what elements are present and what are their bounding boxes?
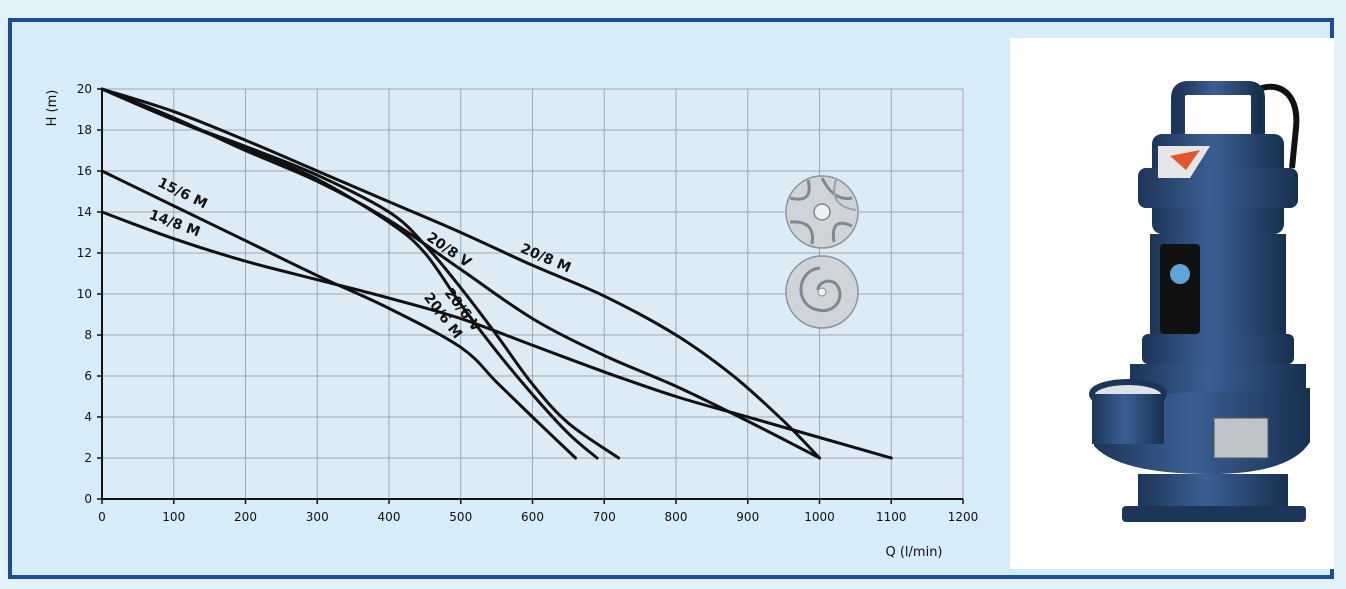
y-tick-label: 6 <box>84 369 92 383</box>
y-tick-label: 14 <box>77 205 92 219</box>
x-tick-label: 0 <box>98 510 106 524</box>
x-tick-label: 300 <box>306 510 329 524</box>
submersible-pump-photo <box>1089 81 1310 522</box>
x-axis-title: Q (l/min) <box>885 545 942 560</box>
curve-20-8-v <box>100 87 821 460</box>
tick-labels: 0 100 200 300 400 500 600 700 800 900 1000 1100 1200… <box>77 82 979 524</box>
x-tick-label: 100 <box>162 510 185 524</box>
x-tick-label: 800 <box>665 510 688 524</box>
y-tick-label: 2 <box>84 451 92 465</box>
axes <box>97 88 964 504</box>
y-tick-label: 10 <box>77 287 92 301</box>
x-tick-label: 600 <box>521 510 544 524</box>
x-tick-label: 700 <box>593 510 616 524</box>
y-tick-label: 20 <box>77 82 92 96</box>
y-tick-label: 8 <box>84 328 92 342</box>
y-tick-label: 16 <box>77 164 92 178</box>
x-tick-label: 900 <box>736 510 759 524</box>
curve-20-8-m <box>100 87 821 460</box>
curve-14-8-m <box>100 210 893 460</box>
y-axis-title: H (m) <box>45 90 60 127</box>
curve-15-6-m <box>100 169 578 460</box>
product-photo-panel <box>1010 38 1334 569</box>
x-tick-label: 500 <box>449 510 472 524</box>
x-tick-label: 400 <box>378 510 401 524</box>
channel-impeller-icon <box>785 255 859 329</box>
curves <box>100 87 893 460</box>
x-tick-label: 1000 <box>804 510 835 524</box>
x-tick-label: 200 <box>234 510 257 524</box>
y-tick-label: 4 <box>84 410 92 424</box>
y-tick-label: 18 <box>77 123 92 137</box>
x-tick-label: 1200 <box>948 510 979 524</box>
x-tick-label: 1100 <box>876 510 907 524</box>
y-tick-label: 0 <box>84 492 92 506</box>
y-tick-label: 12 <box>77 246 92 260</box>
vortex-impeller-icon <box>785 175 859 249</box>
